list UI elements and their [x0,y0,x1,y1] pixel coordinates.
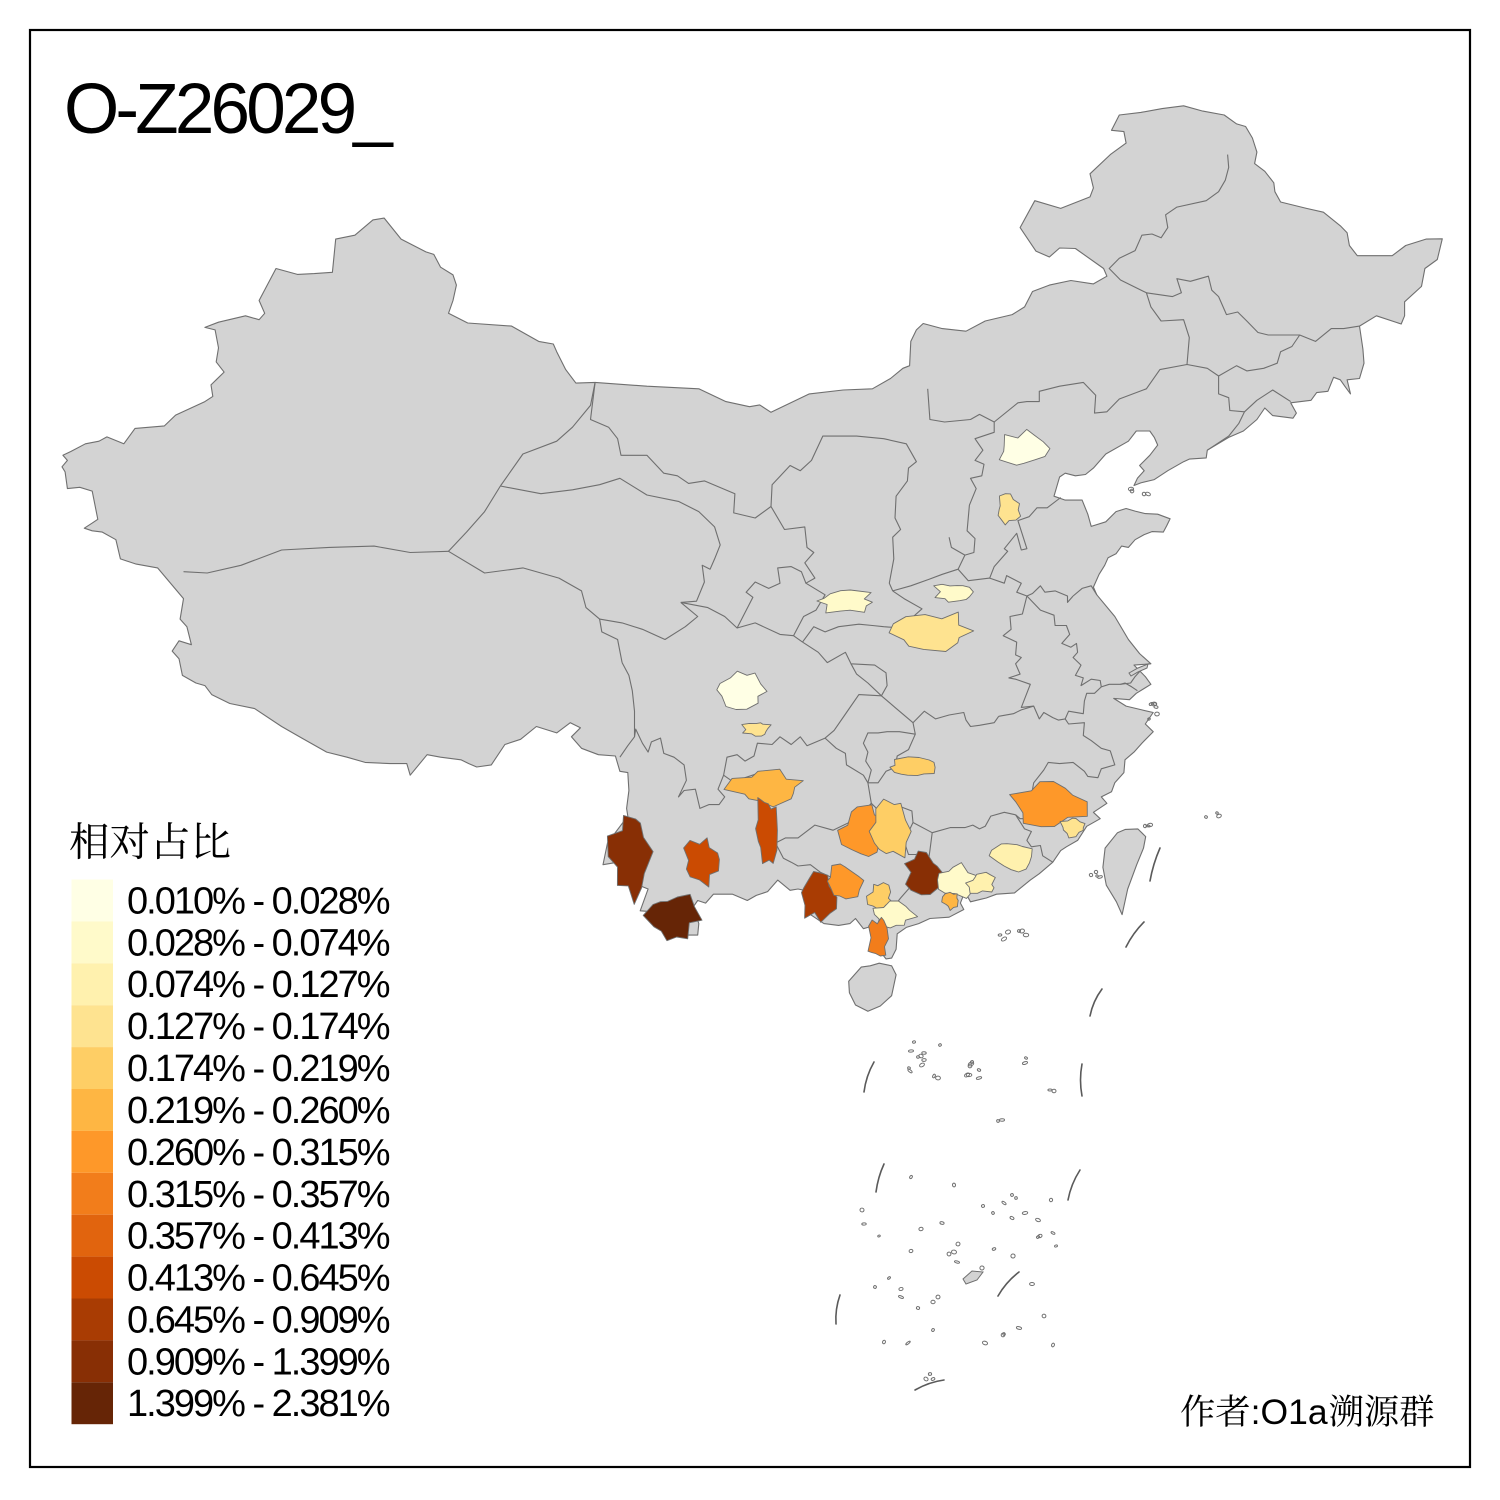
svg-text:0.127% - 0.174%: 0.127% - 0.174% [127,1006,390,1048]
svg-text::O1a: :O1a [1251,1392,1328,1432]
svg-text:0.413% - 0.645%: 0.413% - 0.645% [127,1258,390,1300]
svg-text:0.074% - 0.127%: 0.074% - 0.127% [127,964,390,1006]
svg-text:0.645% - 0.909%: 0.645% - 0.909% [127,1300,390,1342]
svg-text:0.909% - 1.399%: 0.909% - 1.399% [127,1341,390,1383]
svg-text:0.357% - 0.413%: 0.357% - 0.413% [127,1216,390,1258]
svg-text:0.219% - 0.260%: 0.219% - 0.260% [127,1090,390,1132]
svg-text:0.260% - 0.315%: 0.260% - 0.315% [127,1132,390,1174]
svg-text:0.010% - 0.028%: 0.010% - 0.028% [127,881,390,923]
svg-text:0.315% - 0.357%: 0.315% - 0.357% [127,1174,390,1216]
svg-text:O-Z26029_: O-Z26029_ [64,70,394,149]
svg-text:1.399% - 2.381%: 1.399% - 2.381% [127,1383,390,1425]
svg-text:0.028% - 0.074%: 0.028% - 0.074% [127,922,390,964]
svg-text:0.174% - 0.219%: 0.174% - 0.219% [127,1048,390,1090]
